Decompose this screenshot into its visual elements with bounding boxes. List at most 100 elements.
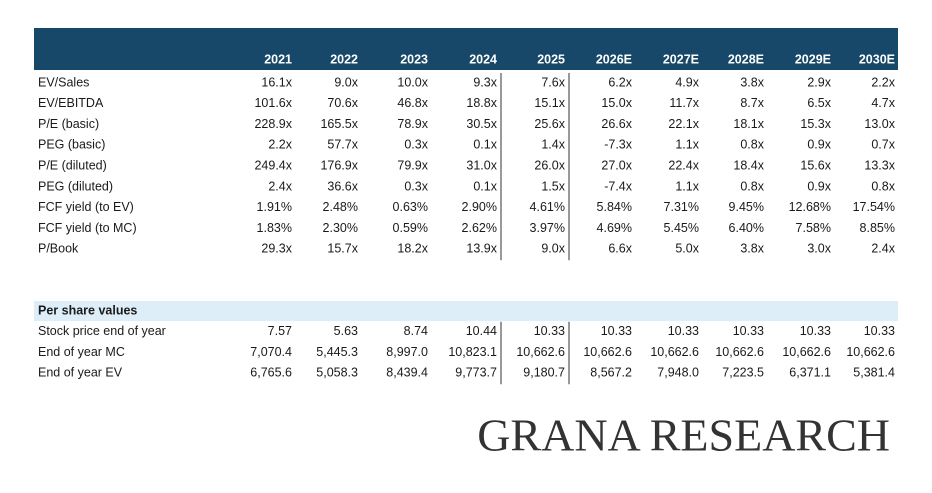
row-label: P/E (basic)	[38, 117, 99, 131]
cell: 9.0x	[334, 75, 358, 89]
cell: 7.58%	[796, 221, 831, 235]
cell: 10,662.6	[583, 345, 632, 359]
cell: 26.0x	[534, 158, 565, 172]
cell: 4.9x	[675, 75, 699, 89]
cell: 78.9x	[397, 117, 428, 131]
cell: 9,180.7	[523, 366, 565, 380]
cell: 8,567.2	[590, 366, 632, 380]
cell: -7.4x	[604, 179, 633, 193]
cell: 9.0x	[541, 242, 565, 256]
cell: 165.5x	[320, 117, 358, 131]
cell: 10,662.6	[782, 345, 831, 359]
cell: 10,662.6	[516, 345, 565, 359]
cell: 17.54%	[853, 200, 895, 214]
cell: 228.9x	[254, 117, 292, 131]
cell: 8,997.0	[386, 345, 428, 359]
cell: 0.7x	[871, 138, 895, 152]
column-header: 2030E	[859, 52, 895, 66]
cell: 8.7x	[740, 96, 764, 110]
cell: 10.33	[668, 324, 699, 338]
cell: 5,058.3	[316, 366, 358, 380]
cell: 0.1x	[473, 138, 497, 152]
row-label: PEG (diluted)	[38, 179, 113, 193]
cell: 7,223.5	[722, 366, 764, 380]
cell: 2.2x	[268, 138, 292, 152]
cell: 7.6x	[541, 75, 565, 89]
cell: 2.30%	[323, 221, 358, 235]
cell: 3.8x	[740, 242, 764, 256]
cell: 5,445.3	[316, 345, 358, 359]
cell: 2.9x	[807, 75, 831, 89]
cell: 5.63	[334, 324, 358, 338]
cell: 31.0x	[466, 158, 497, 172]
cell: 2.4x	[871, 242, 895, 256]
cell: 13.0x	[864, 117, 895, 131]
cell: 0.3x	[404, 179, 428, 193]
cell: 3.97%	[530, 221, 565, 235]
column-header: 2025	[537, 52, 565, 66]
cell: 2.48%	[323, 200, 358, 214]
cell: 0.8x	[740, 138, 764, 152]
cell: 4.61%	[530, 200, 565, 214]
cell: 2.2x	[871, 75, 895, 89]
cell: 36.6x	[327, 179, 358, 193]
cell: 10.33	[733, 324, 764, 338]
cell: 22.1x	[668, 117, 699, 131]
cell: 10.33	[534, 324, 565, 338]
column-header: 2021	[264, 52, 292, 66]
cell: 1.4x	[541, 138, 565, 152]
cell: 249.4x	[254, 158, 292, 172]
cell: 57.7x	[327, 138, 358, 152]
row-label: End of year EV	[38, 366, 123, 380]
cell: 10.33	[800, 324, 831, 338]
cell: 5.0x	[675, 242, 699, 256]
row-label: EV/EBITDA	[38, 96, 104, 110]
cell: 7.31%	[664, 200, 699, 214]
section-band	[34, 301, 898, 321]
cell: 46.8x	[397, 96, 428, 110]
row-label: EV/Sales	[38, 75, 89, 89]
cell: 9.45%	[729, 200, 764, 214]
cell: 25.6x	[534, 117, 565, 131]
row-label: P/Book	[38, 242, 79, 256]
row-label: Stock price end of year	[38, 324, 166, 338]
cell: 8.74	[404, 324, 428, 338]
column-header: 2028E	[728, 52, 764, 66]
cell: 18.8x	[466, 96, 497, 110]
cell: 1.83%	[257, 221, 292, 235]
cell: 0.9x	[807, 179, 831, 193]
cell: 18.4x	[733, 158, 764, 172]
cell: 15.1x	[534, 96, 565, 110]
column-header: 2029E	[795, 52, 831, 66]
cell: 15.6x	[800, 158, 831, 172]
cell: 8.85%	[860, 221, 895, 235]
cell: 10.44	[466, 324, 497, 338]
cell: 1.5x	[541, 179, 565, 193]
cell: 5,381.4	[853, 366, 895, 380]
cell: 26.6x	[601, 117, 632, 131]
cell: 10.0x	[397, 75, 428, 89]
cell: 1.1x	[675, 179, 699, 193]
column-header: 2024	[469, 52, 497, 66]
cell: 1.91%	[257, 200, 292, 214]
cell: 2.4x	[268, 179, 292, 193]
cell: 6.40%	[729, 221, 764, 235]
cell: 16.1x	[261, 75, 292, 89]
column-header: 2022	[330, 52, 358, 66]
cell: 3.8x	[740, 75, 764, 89]
cell: 18.2x	[397, 242, 428, 256]
cell: 6.2x	[608, 75, 632, 89]
cell: 10,662.6	[715, 345, 764, 359]
cell: 10.33	[864, 324, 895, 338]
cell: 9.3x	[473, 75, 497, 89]
cell: 4.69%	[597, 221, 632, 235]
cell: 0.9x	[807, 138, 831, 152]
cell: 6.5x	[807, 96, 831, 110]
cell: 7.57	[268, 324, 292, 338]
row-label: P/E (diluted)	[38, 158, 107, 172]
cell: 79.9x	[397, 158, 428, 172]
cell: 70.6x	[327, 96, 358, 110]
column-header: 2023	[400, 52, 428, 66]
